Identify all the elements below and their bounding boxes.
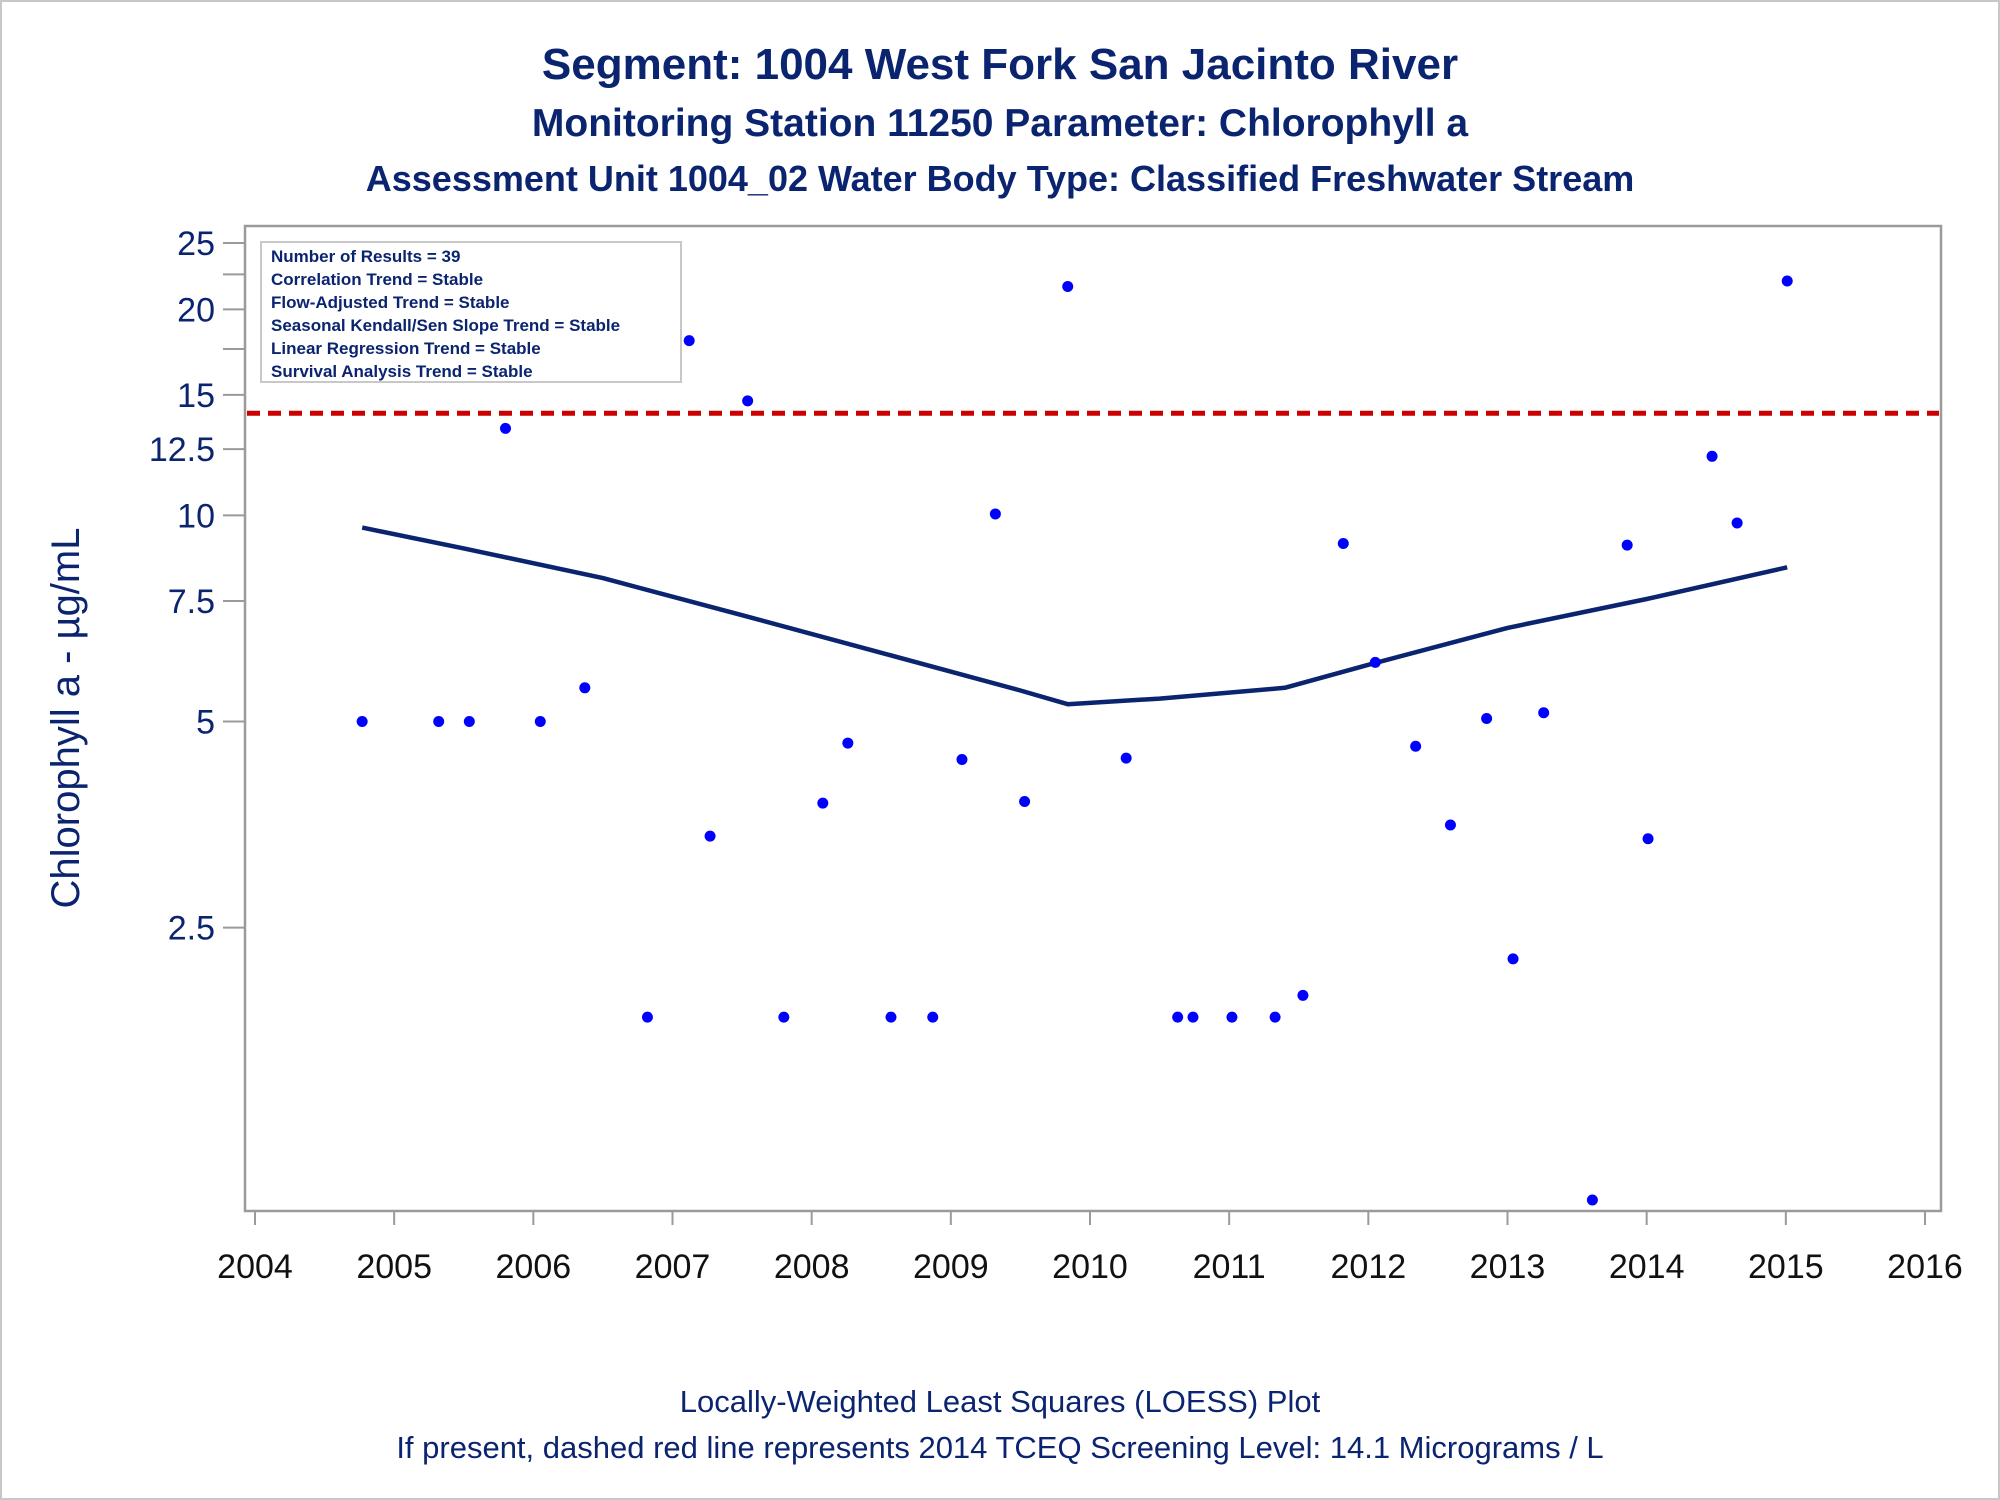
data-point (1297, 989, 1309, 1001)
data-point (1369, 656, 1381, 668)
y-axis-label: Chlorophyll a - µg/mL (44, 528, 88, 909)
data-point (704, 830, 716, 842)
data-point (817, 797, 829, 809)
y-tick-label: 2.5 (168, 910, 215, 948)
data-point (1019, 796, 1031, 808)
data-point (500, 422, 511, 434)
stats-line: Number of Results = 39 (271, 247, 460, 266)
data-point (1187, 1011, 1199, 1023)
x-tick-label: 2011 (1193, 1248, 1266, 1286)
data-point (1781, 275, 1793, 287)
plot-area-border (243, 224, 1943, 1213)
x-tick-label: 2006 (496, 1248, 572, 1286)
x-tick-label: 2012 (1331, 1248, 1407, 1286)
data-point (1172, 1011, 1184, 1023)
y-tick-label: 7.5 (168, 583, 215, 621)
loess-layer (361, 525, 1788, 707)
y-tick-label: 10 (177, 497, 215, 535)
data-point (778, 1011, 790, 1023)
x-tick-label: 2004 (217, 1248, 293, 1286)
data-point (641, 1011, 653, 1023)
footnote-screening: If present, dashed red line represents 2… (396, 1430, 1604, 1465)
x-tick-label: 2016 (1887, 1248, 1963, 1286)
data-point (1444, 819, 1456, 831)
data-point (579, 682, 591, 694)
data-point (1062, 280, 1074, 292)
data-point (1621, 539, 1633, 551)
stats-line: Flow-Adjusted Trend = Stable (271, 293, 510, 312)
data-point (1731, 517, 1743, 529)
y-tick-label: 12.5 (149, 431, 215, 469)
data-point (534, 716, 546, 727)
data-point (1337, 537, 1349, 549)
data-point (683, 335, 695, 347)
x-tick-label: 2015 (1748, 1248, 1824, 1286)
data-point (1706, 450, 1718, 462)
chart-subtitle-2: Assessment Unit 1004_02 Water Body Type:… (365, 158, 1635, 199)
data-point (1642, 833, 1654, 845)
y-tick-label: 25 (177, 225, 215, 263)
data-point (885, 1011, 897, 1023)
y-tick-label: 15 (177, 377, 215, 415)
data-point (989, 508, 1001, 520)
x-axis: 2004 2005 2006 2007 2008 2009 2010 2011 2012 2013… (217, 1211, 1963, 1286)
data-point (1507, 953, 1519, 965)
x-tick-label: 2010 (1052, 1248, 1128, 1286)
data-point (433, 716, 445, 727)
stats-line: Linear Regression Trend = Stable (271, 339, 541, 358)
x-tick-label: 2007 (635, 1248, 711, 1286)
data-point (1226, 1011, 1238, 1023)
y-axis: 2.5 5 7.5 10 12.5 15 20 25 (149, 225, 245, 948)
data-point (927, 1011, 939, 1023)
x-tick-label: 2013 (1470, 1248, 1546, 1286)
data-point (1586, 1194, 1598, 1206)
data-point (1410, 740, 1422, 752)
data-point (842, 737, 854, 749)
data-point (356, 716, 368, 727)
data-point (1538, 707, 1550, 719)
stats-line: Survival Analysis Trend = Stable (271, 362, 533, 381)
data-point (463, 716, 475, 727)
y-tick-label: 5 (196, 704, 215, 742)
data-point (1120, 752, 1132, 764)
chart-subtitle: Monitoring Station 11250 Parameter: Chlo… (531, 102, 1469, 145)
stats-box: Number of Results = 39 Correlation Trend … (260, 241, 682, 383)
data-point (1269, 1011, 1281, 1023)
stats-line: Seasonal Kendall/Sen Slope Trend = Stabl… (271, 316, 620, 335)
footnote-method: Locally-Weighted Least Squares (LOESS) P… (679, 1384, 1321, 1419)
x-tick-label: 2008 (774, 1248, 850, 1286)
data-points (356, 243, 1793, 1206)
data-point (956, 754, 968, 766)
stats-box-frame (260, 241, 682, 383)
x-tick-label: 2009 (913, 1248, 989, 1286)
x-tick-label: 2014 (1609, 1248, 1685, 1286)
chart-title: Segment: 1004 West Fork San Jacinto Rive… (541, 40, 1459, 89)
y-tick-label: 20 (177, 291, 215, 329)
stats-line: Correlation Trend = Stable (271, 270, 483, 289)
loess-line (361, 525, 1788, 707)
x-tick-label: 2005 (356, 1248, 432, 1286)
data-point (1481, 713, 1493, 725)
data-point (742, 395, 754, 407)
